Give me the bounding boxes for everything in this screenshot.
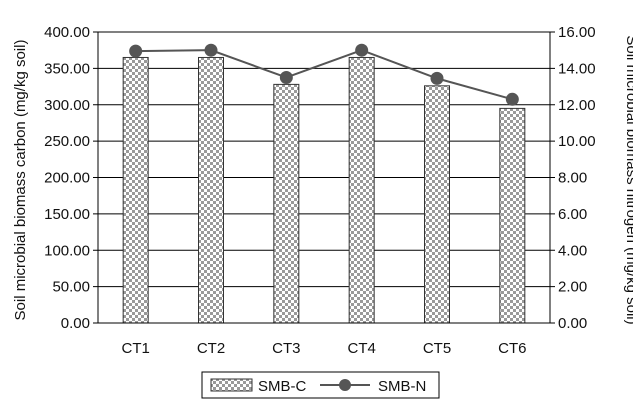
left-y-axis-title: Soil microbial biomass carbon (mg/kg soi… <box>12 40 29 321</box>
left-tick-label: 250.00 <box>44 133 90 150</box>
x-tick-label-ct5: CT5 <box>423 340 451 357</box>
line-series-smb-n <box>129 43 519 106</box>
x-tick-label-ct1: CT1 <box>121 340 149 357</box>
left-tick-label: 150.00 <box>44 206 90 223</box>
legend-swatch-smb-c <box>210 378 253 392</box>
right-tick-label: 6.00 <box>558 206 587 223</box>
right-y-tick-labels: 0.00 2.00 4.00 6.00 8.00 10.00 12.00 14.00 16.00 <box>558 24 596 332</box>
left-tick-label: 100.00 <box>44 242 90 259</box>
bar-smb-c-ct3 <box>273 83 300 324</box>
point-smb-n-ct2 <box>204 43 218 57</box>
right-tick-label: 0.00 <box>558 315 587 332</box>
right-y-axis-title: Soil microbial biomass nitrogen (mg/kg s… <box>623 35 633 324</box>
point-smb-n-ct1 <box>129 44 143 58</box>
point-smb-n-ct6 <box>505 92 519 106</box>
x-tick-label-ct6: CT6 <box>498 340 526 357</box>
legend-label-smb-c: SMB-C <box>258 378 307 395</box>
right-tick-label: 4.00 <box>558 242 587 259</box>
bar-smb-c-ct6 <box>499 107 526 324</box>
left-tick-label: 50.00 <box>52 279 90 296</box>
left-y-tick-labels: 0.00 50.00 100.00 150.00 200.00 250.00 300.00 3… <box>44 24 90 332</box>
line-smb-n <box>135 49 513 101</box>
right-tick-label: 2.00 <box>558 279 587 296</box>
legend-label-smb-n: SMB-N <box>378 378 426 395</box>
right-tick-label: 16.00 <box>558 24 596 41</box>
right-tick-label: 8.00 <box>558 170 587 187</box>
x-tick-labels: CT1 CT2 CT3 CT4 CT5 CT6 <box>121 340 526 357</box>
left-tick-label: 400.00 <box>44 24 90 41</box>
bar-smb-c-ct5 <box>424 85 450 324</box>
left-tick-label: 300.00 <box>44 97 90 114</box>
left-tick-label: 200.00 <box>44 170 90 187</box>
point-smb-n-ct4 <box>355 43 369 57</box>
right-tick-label: 12.00 <box>558 97 596 114</box>
legend-marker-smb-n <box>339 379 351 391</box>
bar-smb-c-ct1 <box>122 56 149 324</box>
left-tick-label: 0.00 <box>61 315 90 332</box>
x-tick-label-ct3: CT3 <box>272 340 300 357</box>
axes <box>93 31 555 324</box>
left-tick-label: 350.00 <box>44 60 90 77</box>
grid-lines <box>98 31 550 324</box>
point-smb-n-ct5 <box>430 71 444 85</box>
point-smb-n-ct3 <box>279 70 293 84</box>
bar-smb-c-ct4 <box>348 56 375 324</box>
legend: SMB-C SMB-N <box>201 371 440 399</box>
bar-series-smb-c <box>122 56 526 324</box>
x-tick-label-ct2: CT2 <box>197 340 225 357</box>
right-tick-label: 14.00 <box>558 60 596 77</box>
x-tick-label-ct4: CT4 <box>347 340 375 357</box>
right-tick-label: 10.00 <box>558 133 596 150</box>
bar-smb-c-ct2 <box>198 56 224 324</box>
